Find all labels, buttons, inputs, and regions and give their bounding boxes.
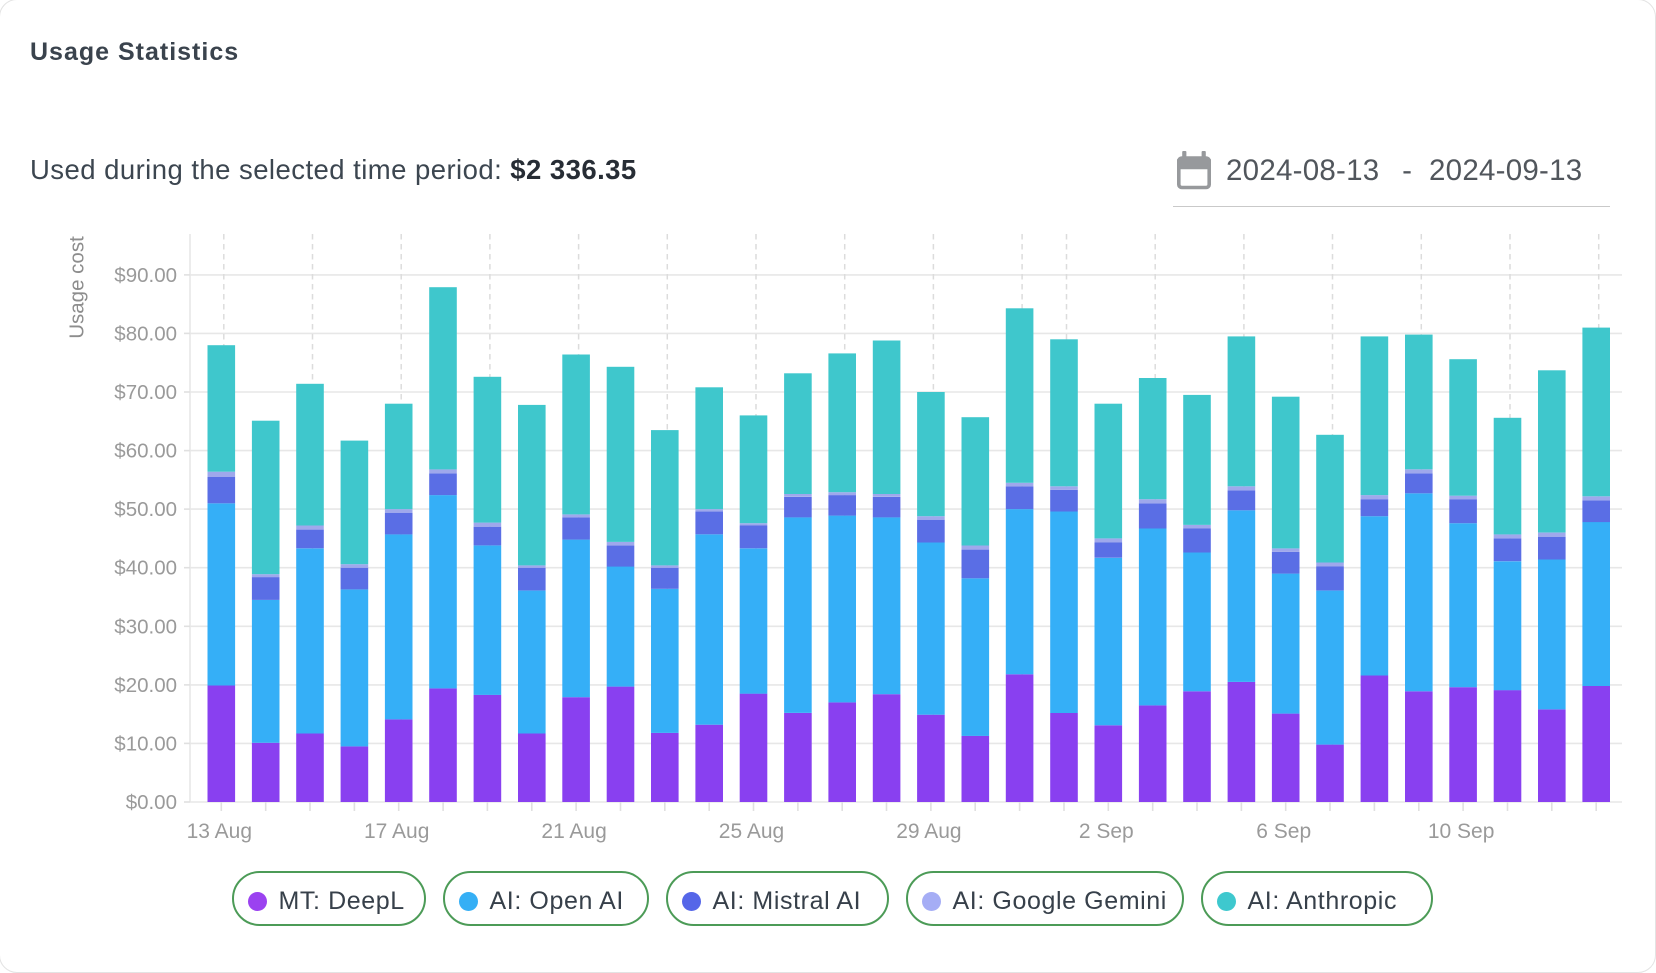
svg-text:2 Sep: 2 Sep — [1079, 820, 1134, 843]
svg-text:21 Aug: 21 Aug — [541, 820, 606, 843]
svg-text:17 Aug: 17 Aug — [364, 820, 429, 843]
svg-text:$50.00: $50.00 — [114, 498, 177, 521]
svg-text:$80.00: $80.00 — [114, 322, 177, 345]
svg-text:29 Aug: 29 Aug — [896, 820, 961, 843]
svg-text:10 Sep: 10 Sep — [1428, 820, 1495, 843]
svg-text:$70.00: $70.00 — [114, 381, 177, 404]
svg-text:$0.00: $0.00 — [126, 791, 177, 814]
svg-text:$30.00: $30.00 — [114, 615, 177, 638]
svg-text:$90.00: $90.00 — [114, 264, 177, 287]
svg-text:$20.00: $20.00 — [114, 674, 177, 697]
svg-text:6 Sep: 6 Sep — [1256, 820, 1311, 843]
svg-text:$40.00: $40.00 — [114, 557, 177, 580]
svg-text:Usage cost: Usage cost — [66, 236, 89, 339]
svg-text:13 Aug: 13 Aug — [187, 820, 252, 843]
svg-text:$60.00: $60.00 — [114, 440, 177, 463]
svg-text:25 Aug: 25 Aug — [719, 820, 784, 843]
svg-text:$10.00: $10.00 — [114, 732, 177, 755]
